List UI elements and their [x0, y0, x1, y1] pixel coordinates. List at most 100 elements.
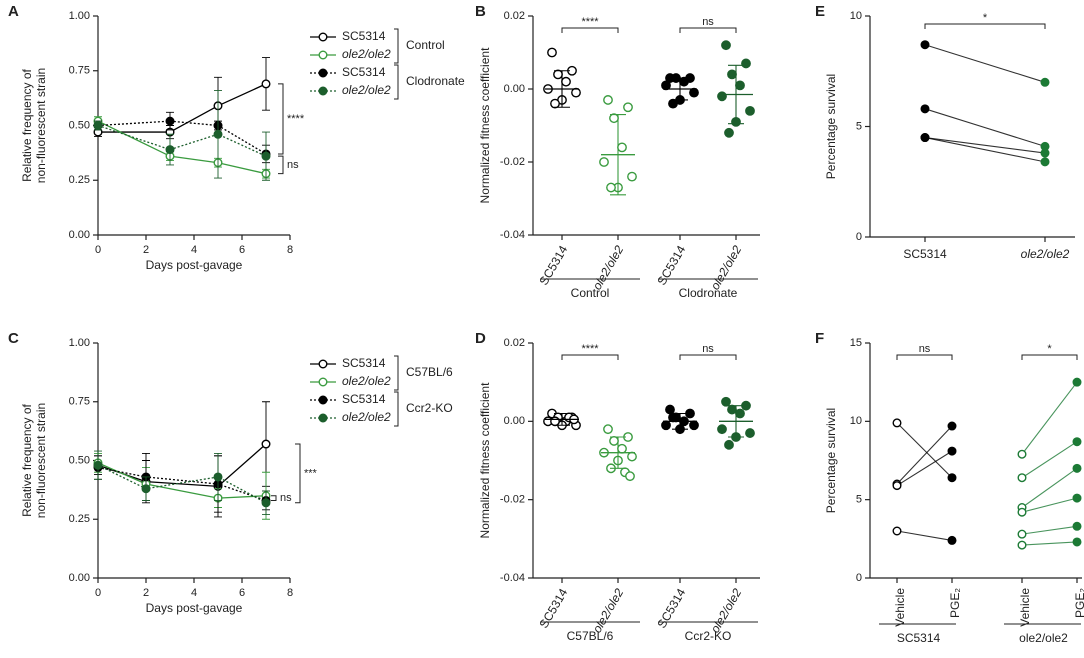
- data-point: [1017, 529, 1027, 539]
- data-point: [261, 79, 271, 89]
- x-tick-label: SC5314: [903, 247, 947, 261]
- x-tick-label: SC5314: [655, 243, 689, 288]
- data-point: [1017, 507, 1027, 517]
- x-tick-label: 8: [287, 587, 293, 599]
- data-point: [571, 87, 581, 98]
- x-axis-label: Days post-gavage: [146, 258, 243, 272]
- legend-marker: [318, 86, 328, 96]
- sd-bar: [672, 77, 688, 101]
- y-tick-label: 0.00: [69, 229, 90, 241]
- y-tick-label: 10: [850, 415, 862, 427]
- data-point: [623, 102, 633, 113]
- legend-marker: [318, 377, 328, 387]
- y-tick-label: 0.00: [69, 572, 90, 584]
- y-tick-label: 0.50: [69, 454, 90, 466]
- data-point: [1040, 77, 1050, 87]
- group-label: ole2/ole2: [1019, 631, 1068, 645]
- significance-bracket: [278, 83, 284, 155]
- significance-label: ns: [287, 159, 299, 171]
- data-point: [892, 418, 902, 428]
- y-tick-label: 0.50: [69, 119, 90, 131]
- x-tick-label: 8: [287, 244, 293, 256]
- data-point: [947, 473, 957, 483]
- y-tick-label: -0.02: [500, 494, 525, 506]
- x-tick-label: ole2/ole2: [590, 586, 627, 635]
- x-tick-label: Vehicle: [893, 588, 907, 627]
- data-point: [892, 526, 902, 536]
- y-tick-label: 0.25: [69, 513, 90, 525]
- y-tick-label: 0.00: [504, 83, 525, 95]
- data-point: [617, 142, 627, 153]
- data-point: [947, 535, 957, 545]
- pair-line: [924, 108, 1046, 147]
- data-point: [689, 420, 699, 431]
- y-tick-label: 0.75: [69, 396, 90, 408]
- legend-label: ole2/ole2: [342, 410, 391, 424]
- y-axis-label: Normalized fitness coefficient: [478, 382, 492, 539]
- group-label: C57BL/6: [567, 629, 614, 643]
- data-point: [93, 120, 103, 130]
- data-point: [724, 439, 734, 450]
- data-point: [603, 424, 613, 435]
- data-point: [609, 113, 619, 124]
- y-tick-label: 0.00: [504, 415, 525, 427]
- pair-line: [896, 425, 953, 485]
- legend-label: ole2/ole2: [342, 47, 391, 61]
- pair-line: [896, 450, 953, 487]
- series-line: [97, 462, 267, 499]
- x-tick-label: SC5314: [537, 586, 571, 631]
- y-axis-label: Relative frequency of: [20, 68, 34, 181]
- legend-group-label: Control: [406, 38, 445, 52]
- pair-line: [896, 422, 953, 479]
- group-label: Control: [571, 286, 610, 300]
- y-tick-label: 1.00: [69, 10, 90, 22]
- group-label: SC5314: [897, 631, 941, 645]
- group-label: Ccr2-KO: [685, 629, 732, 643]
- pair-line: [924, 137, 1046, 163]
- x-tick-label: 4: [191, 244, 197, 256]
- significance-bracket: [679, 354, 737, 360]
- sd-bar: [610, 114, 626, 196]
- significance-bracket: [1021, 354, 1078, 360]
- x-axis-label: Days post-gavage: [146, 601, 243, 615]
- legend-group-label: C57BL/6: [406, 365, 453, 379]
- data-point: [892, 481, 902, 491]
- data-point: [920, 104, 930, 114]
- legend-label: ole2/ole2: [342, 374, 391, 388]
- data-point: [1072, 537, 1082, 547]
- x-tick-label: 2: [143, 587, 149, 599]
- sd-bar: [554, 70, 570, 108]
- data-point: [920, 133, 930, 143]
- series-line: [97, 464, 267, 504]
- pair-line: [924, 44, 1046, 83]
- y-tick-label: -0.04: [500, 572, 525, 584]
- series-line: [97, 120, 267, 155]
- data-point: [689, 87, 699, 98]
- significance-label: ns: [919, 343, 931, 355]
- data-point: [920, 40, 930, 50]
- data-point: [561, 76, 571, 87]
- data-point: [1040, 157, 1050, 167]
- y-tick-label: 5: [856, 120, 862, 132]
- data-point: [553, 69, 563, 80]
- legend-label: ole2/ole2: [342, 83, 391, 97]
- legend-marker: [318, 395, 328, 405]
- data-point: [721, 396, 731, 407]
- data-point: [625, 471, 635, 482]
- data-point: [727, 69, 737, 80]
- data-point: [1072, 377, 1082, 387]
- pair-line: [1021, 467, 1078, 508]
- data-point: [213, 472, 223, 482]
- pair-line: [896, 530, 953, 541]
- legend-bracket: [394, 355, 399, 391]
- legend-marker: [318, 32, 328, 42]
- pair-line: [924, 137, 1046, 154]
- data-point: [627, 171, 637, 182]
- panel-letter: B: [475, 3, 486, 20]
- significance-label: ****: [581, 343, 599, 355]
- data-point: [724, 127, 734, 138]
- significance-bracket: [561, 27, 619, 33]
- x-tick-label: 6: [239, 244, 245, 256]
- data-point: [1017, 473, 1027, 483]
